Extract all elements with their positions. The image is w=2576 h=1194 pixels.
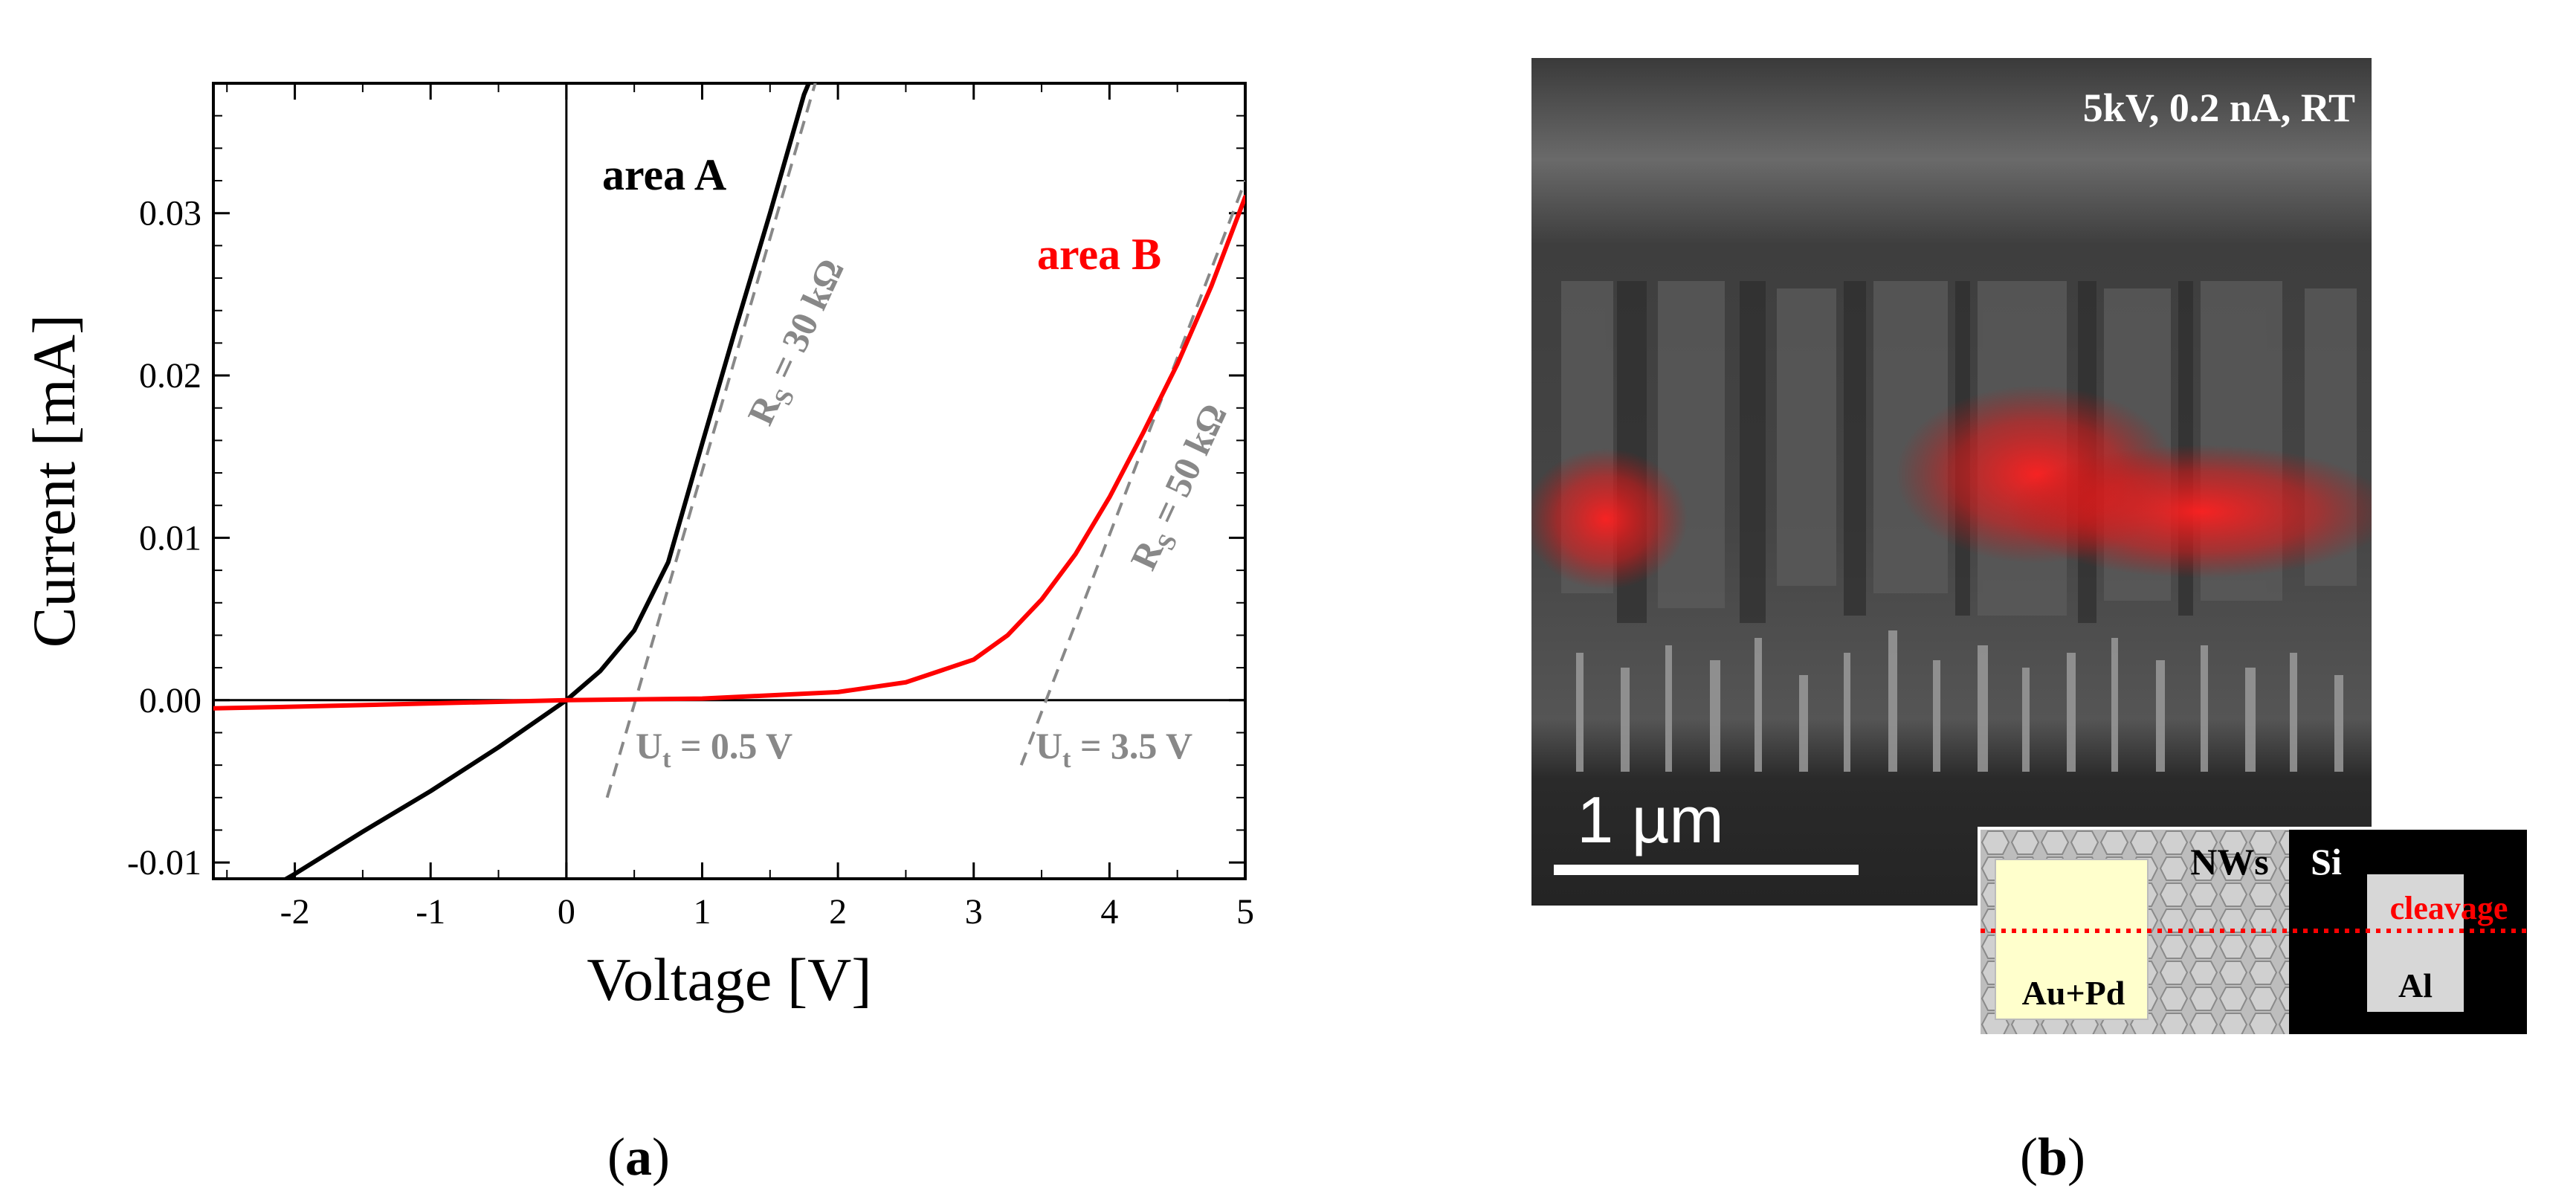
label-area-a: area A	[602, 150, 726, 199]
zero-axes	[213, 83, 1245, 879]
fit-line	[605, 83, 817, 798]
y-tick-label: 0.03	[139, 194, 201, 233]
ticks	[213, 83, 1247, 879]
y-axis-title: Current [mA]	[20, 314, 88, 648]
x-tick-label: -1	[416, 892, 445, 932]
x-tick-label: 0	[558, 892, 575, 932]
label-rs-50: RS = 50 kΩ	[1122, 397, 1241, 578]
plot-frame	[212, 82, 1247, 880]
scale-bar	[1554, 865, 1859, 875]
label-al: Al	[2398, 967, 2433, 1004]
x-tick-label: 1	[693, 892, 711, 932]
sem-image: 5kV, 0.2 nA, RT 1 µm	[1531, 58, 2372, 906]
label-aupd: Au+Pd	[2022, 974, 2125, 1012]
series-line	[213, 194, 1245, 711]
x-tick-label: 4	[1100, 892, 1118, 932]
x-tick-label: 3	[965, 892, 983, 932]
sample-schematic: Au+Pd NWs Si cleavage Al	[1978, 827, 2530, 1037]
sem-conditions: 5kV, 0.2 nA, RT	[2083, 85, 2355, 130]
x-axis-title: Voltage [V]	[587, 946, 871, 1013]
series-line	[282, 83, 812, 879]
label-ut-05: Ut = 0.5 V	[636, 725, 793, 773]
label-ut-35: Ut = 3.5 V	[1036, 725, 1192, 773]
y-tick-label: 0.02	[139, 356, 201, 396]
panel-label-a: (a)	[607, 1127, 670, 1187]
fit-line	[1019, 180, 1245, 766]
y-tick-label: -0.01	[127, 843, 201, 882]
data-series	[213, 83, 1245, 879]
tick-labels: -2 -1 0 1 2 3 4 5 -0.01 0.00 0.01 0.02 0.03	[127, 194, 1254, 932]
schematic-image: Au+Pd NWs Si cleavage Al	[1981, 830, 2527, 1034]
y-tick-label: 0.00	[139, 681, 201, 720]
label-area-b: area B	[1037, 230, 1161, 279]
sem-micrograph: 5kV, 0.2 nA, RT 1 µm	[1531, 58, 2372, 906]
panel-label-b: (b)	[2020, 1127, 2086, 1187]
x-tick-label: 2	[829, 892, 847, 932]
y-tick-label: 0.01	[139, 518, 201, 558]
fit-lines	[605, 83, 1245, 798]
x-tick-label: 5	[1236, 892, 1254, 932]
label-cleavage: cleavage	[2390, 890, 2508, 926]
label-si: Si	[2311, 841, 2342, 882]
scale-bar-label: 1 µm	[1577, 783, 1723, 856]
label-nws: NWs	[2190, 841, 2269, 882]
x-tick-label: -2	[280, 892, 310, 932]
